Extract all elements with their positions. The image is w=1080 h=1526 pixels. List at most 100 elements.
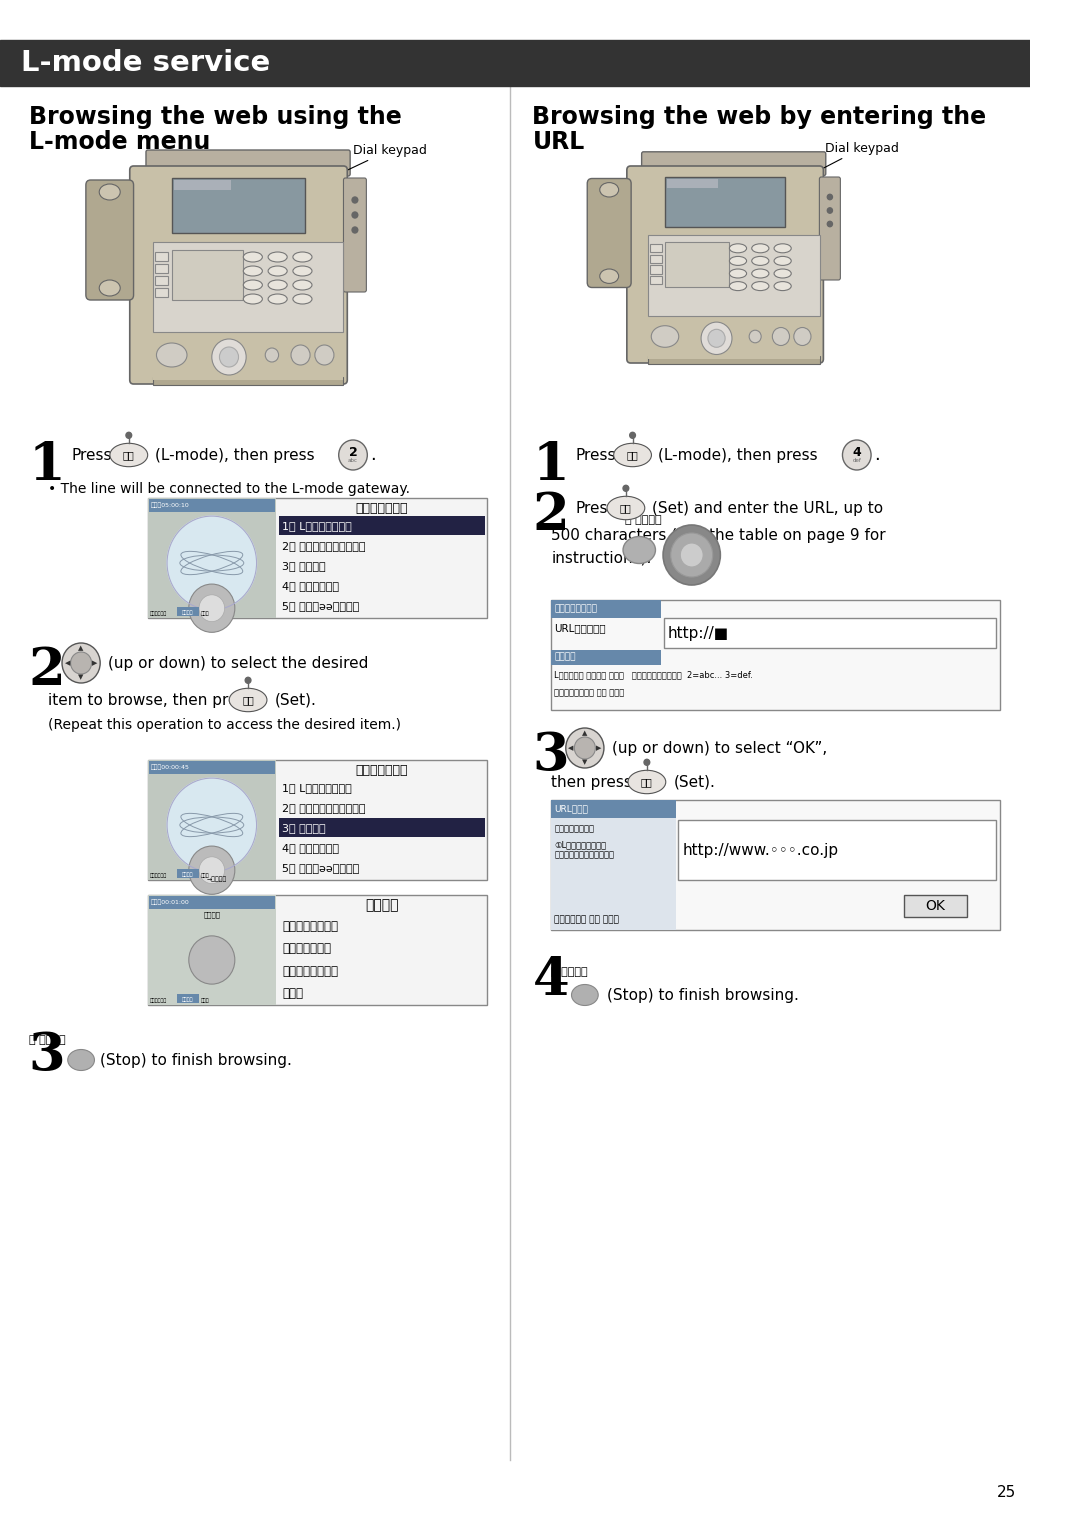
FancyBboxPatch shape xyxy=(130,166,348,385)
Text: 天気予報: 天気予報 xyxy=(365,897,399,913)
Text: 決定: 決定 xyxy=(242,694,254,705)
Bar xyxy=(148,497,275,618)
Text: (Set).: (Set). xyxy=(274,693,316,708)
Text: instructions).: instructions). xyxy=(552,551,652,566)
Text: http://www.◦◦◦.co.jp: http://www.◦◦◦.co.jp xyxy=(683,842,838,858)
Text: 3: 3 xyxy=(29,1030,65,1080)
Text: ◀: ◀ xyxy=(65,661,70,665)
Text: アドレス入力検索: アドレス入力検索 xyxy=(554,604,597,613)
Ellipse shape xyxy=(599,269,619,284)
Text: (Set) and enter the URL, up to: (Set) and enter the URL, up to xyxy=(651,501,882,516)
Bar xyxy=(149,896,274,909)
Circle shape xyxy=(189,845,234,894)
Bar xyxy=(172,250,243,301)
Text: (L-mode), then press: (L-mode), then press xyxy=(659,447,818,462)
Text: 決定: 決定 xyxy=(123,450,135,459)
Bar xyxy=(649,266,662,273)
Circle shape xyxy=(245,678,251,684)
Bar xyxy=(0,40,1030,85)
Text: (Stop) to finish browsing.: (Stop) to finish browsing. xyxy=(607,987,799,1003)
Ellipse shape xyxy=(243,295,262,304)
Ellipse shape xyxy=(599,183,619,197)
Circle shape xyxy=(167,778,257,871)
Bar xyxy=(552,650,661,665)
Text: then press: then press xyxy=(552,775,633,789)
Bar xyxy=(176,993,200,1003)
Bar xyxy=(174,180,231,191)
Text: メニュー: メニュー xyxy=(183,609,193,615)
Circle shape xyxy=(630,432,635,438)
Text: 2｜ 選べるメニューリスト: 2｜ 選べるメニューリスト xyxy=(282,542,366,551)
Text: 5｜ 今日のəəチェック: 5｜ 今日のəəチェック xyxy=(282,601,360,610)
Ellipse shape xyxy=(613,443,651,467)
Circle shape xyxy=(189,935,234,984)
Ellipse shape xyxy=(752,282,769,290)
Ellipse shape xyxy=(571,984,598,1006)
Text: (Set).: (Set). xyxy=(674,775,715,789)
Text: Dial keypad: Dial keypad xyxy=(309,143,427,188)
Ellipse shape xyxy=(729,256,746,266)
Ellipse shape xyxy=(752,269,769,278)
Circle shape xyxy=(62,642,100,684)
Text: ▲: ▲ xyxy=(79,645,84,652)
Ellipse shape xyxy=(157,343,187,366)
Text: 決定: 決定 xyxy=(620,504,632,513)
Text: ◀: ◀ xyxy=(568,745,573,751)
Circle shape xyxy=(352,212,357,218)
Ellipse shape xyxy=(651,325,678,348)
Ellipse shape xyxy=(268,252,287,262)
Bar xyxy=(148,497,487,618)
Text: def: def xyxy=(852,458,861,462)
Circle shape xyxy=(189,584,234,632)
Ellipse shape xyxy=(293,252,312,262)
Circle shape xyxy=(216,543,281,612)
Bar xyxy=(665,177,785,227)
Ellipse shape xyxy=(729,244,746,253)
Ellipse shape xyxy=(243,279,262,290)
Ellipse shape xyxy=(243,252,262,262)
Ellipse shape xyxy=(774,256,792,266)
Bar xyxy=(279,818,485,836)
Ellipse shape xyxy=(752,256,769,266)
Text: ４戻る: ４戻る xyxy=(282,987,303,1000)
Text: アドレス入力検索: アドレス入力検索 xyxy=(554,824,594,833)
Text: Dial keypad: Dial keypad xyxy=(788,142,900,186)
Bar xyxy=(649,276,662,284)
Text: 2: 2 xyxy=(29,645,66,696)
Ellipse shape xyxy=(99,185,120,200)
Bar xyxy=(552,800,1000,929)
Text: (up or down) to select the desired: (up or down) to select the desired xyxy=(108,656,368,670)
Bar xyxy=(552,800,675,818)
Text: ⓪ ストップ: ⓪ ストップ xyxy=(29,1035,65,1045)
Ellipse shape xyxy=(752,244,769,253)
FancyBboxPatch shape xyxy=(343,179,366,291)
Text: ⓪ ストップ: ⓪ ストップ xyxy=(625,514,662,525)
Text: ▲: ▲ xyxy=(582,731,588,737)
Text: 1｜ Lメニューリスト: 1｜ Lメニューリスト xyxy=(282,520,352,531)
Text: 4｜ タウンページ: 4｜ タウンページ xyxy=(282,842,339,853)
Text: 4: 4 xyxy=(532,955,569,1006)
Bar xyxy=(649,244,662,252)
Text: Press: Press xyxy=(576,447,616,462)
Bar xyxy=(152,336,343,380)
Text: .: . xyxy=(874,446,880,464)
Circle shape xyxy=(70,652,92,674)
Text: 3｜ 天気予報: 3｜ 天気予報 xyxy=(282,823,326,833)
Text: ⓪ ストップ: ⓪ ストップ xyxy=(172,536,208,545)
Bar xyxy=(649,255,662,262)
Circle shape xyxy=(708,330,725,348)
Text: ▼: ▼ xyxy=(582,760,588,766)
Text: Browsing the web using the: Browsing the web using the xyxy=(29,105,402,130)
Text: • The line will be connected to the L-mode gateway.: • The line will be connected to the L-mo… xyxy=(48,482,409,496)
Circle shape xyxy=(827,221,833,227)
Circle shape xyxy=(575,737,595,758)
Text: 接続中05:00:10: 接続中05:00:10 xyxy=(151,502,189,508)
Ellipse shape xyxy=(607,496,645,520)
Text: abc: abc xyxy=(348,458,357,462)
Circle shape xyxy=(750,330,761,343)
Text: 3: 3 xyxy=(532,729,569,781)
Bar xyxy=(148,896,487,1006)
Circle shape xyxy=(212,339,246,375)
Bar xyxy=(172,179,306,233)
Text: 操作・印刷は: 操作・印刷は xyxy=(150,610,167,617)
